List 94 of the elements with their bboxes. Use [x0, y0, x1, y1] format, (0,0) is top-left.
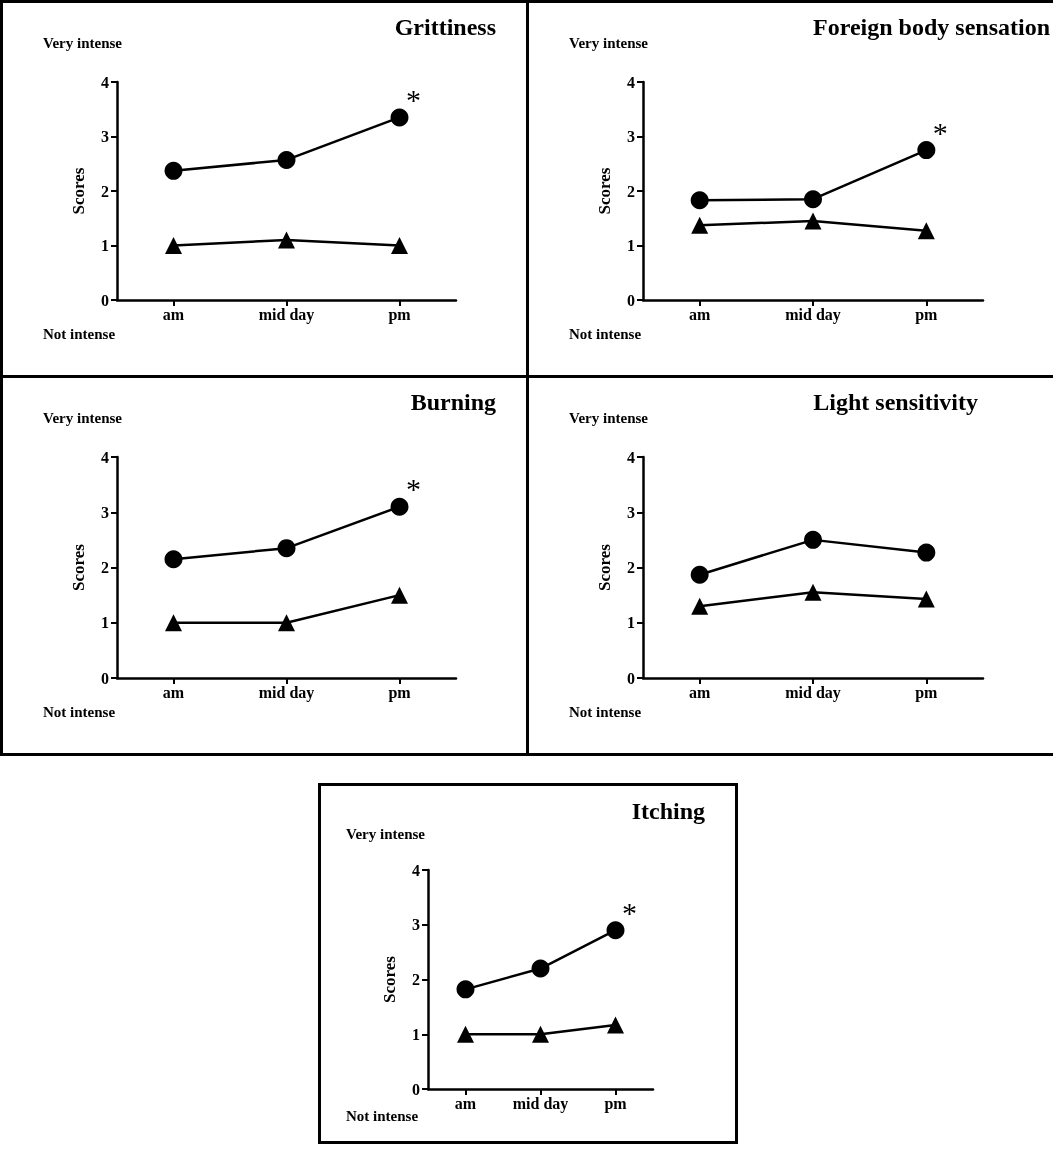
y-tick-label: 0 [627, 291, 635, 309]
y-tick-label: 0 [101, 669, 109, 687]
point [278, 231, 295, 249]
y-tick-label: 0 [412, 1080, 420, 1098]
point [390, 108, 409, 127]
y-tick-label: 2 [627, 559, 635, 576]
chart-title: Itching [631, 798, 706, 824]
point [690, 191, 709, 210]
point [607, 1016, 624, 1034]
annotation: * [406, 82, 421, 116]
chart-title: Light sensitivity [813, 389, 978, 415]
chart-title: Foreign body sensation [813, 14, 1051, 40]
x-tick-label: pm [915, 305, 939, 324]
point [917, 543, 936, 562]
y-tick-label: 2 [412, 971, 420, 988]
text: Very intense [43, 409, 123, 426]
x-tick-label: pm [388, 683, 412, 702]
text: Very intense [569, 34, 649, 51]
chart-title: Burning [410, 389, 496, 415]
annotation: * [622, 895, 637, 929]
text: Not intense [569, 325, 642, 342]
chart-title: Grittiness [394, 14, 497, 40]
point [917, 222, 935, 240]
point [532, 1025, 549, 1043]
x-tick-label: pm [388, 305, 412, 324]
point [691, 597, 709, 615]
y-tick-label: 4 [627, 448, 635, 466]
point [390, 497, 409, 516]
y-tick-label: 3 [101, 128, 109, 145]
x-tick-label: mid day [258, 683, 315, 702]
text: Not intense [569, 703, 642, 720]
y-tick-label: 1 [627, 614, 635, 632]
text: Very intense [346, 825, 426, 842]
y-tick-label: 2 [627, 182, 635, 200]
point [804, 583, 822, 601]
y-tick-label: 1 [412, 1025, 420, 1043]
annotation: * [406, 472, 421, 506]
text: Not intense [346, 1107, 419, 1124]
y-axis-title: Scores [380, 955, 399, 1003]
y-tick-label: 4 [412, 861, 420, 879]
y-tick-label: 4 [627, 73, 635, 91]
point [457, 1025, 474, 1043]
point [804, 212, 822, 230]
y-tick-label: 1 [101, 614, 109, 632]
annotation: * [932, 115, 948, 149]
point [606, 921, 625, 940]
point [804, 190, 822, 209]
point [164, 550, 183, 569]
x-tick-label: mid day [785, 683, 841, 702]
y-tick-label: 0 [627, 669, 635, 687]
point [456, 980, 475, 999]
text: Very intense [569, 409, 649, 426]
y-tick-label: 3 [627, 503, 635, 521]
x-tick-label: am [689, 305, 711, 323]
y-tick-label: 3 [412, 916, 420, 934]
point [391, 237, 408, 254]
x-tick-label: am [162, 683, 185, 701]
y-axis-title: Scores [595, 167, 614, 215]
point [277, 539, 296, 558]
x-tick-label: am [454, 1094, 477, 1112]
point [531, 959, 550, 978]
x-tick-label: mid day [785, 305, 841, 324]
point [164, 161, 183, 180]
y-tick-label: 1 [627, 237, 635, 254]
y-tick-label: 4 [101, 73, 109, 91]
x-tick-label: pm [604, 1094, 628, 1113]
x-tick-label: am [162, 305, 185, 323]
x-tick-label: pm [915, 683, 939, 702]
point [165, 614, 182, 632]
x-tick-label: mid day [258, 305, 315, 324]
y-tick-label: 1 [101, 237, 109, 254]
point [278, 614, 295, 632]
text: Not intense [43, 703, 116, 720]
point [690, 565, 709, 584]
y-tick-label: 3 [101, 503, 109, 521]
point [277, 150, 296, 169]
y-tick-label: 4 [101, 448, 109, 466]
point [917, 141, 936, 160]
x-tick-label: mid day [512, 1094, 569, 1113]
y-axis-title: Scores [69, 167, 88, 215]
y-axis-title: Scores [595, 543, 614, 591]
y-tick-label: 2 [101, 559, 109, 576]
text: Very intense [43, 34, 123, 51]
point [691, 216, 709, 234]
y-tick-label: 2 [101, 182, 109, 200]
y-tick-label: 0 [101, 291, 109, 309]
text: Not intense [43, 325, 116, 342]
y-tick-label: 3 [627, 128, 635, 145]
point [804, 530, 822, 549]
point [917, 590, 935, 608]
point [391, 586, 408, 604]
x-tick-label: am [689, 683, 711, 701]
point [165, 237, 182, 254]
y-axis-title: Scores [69, 543, 88, 591]
